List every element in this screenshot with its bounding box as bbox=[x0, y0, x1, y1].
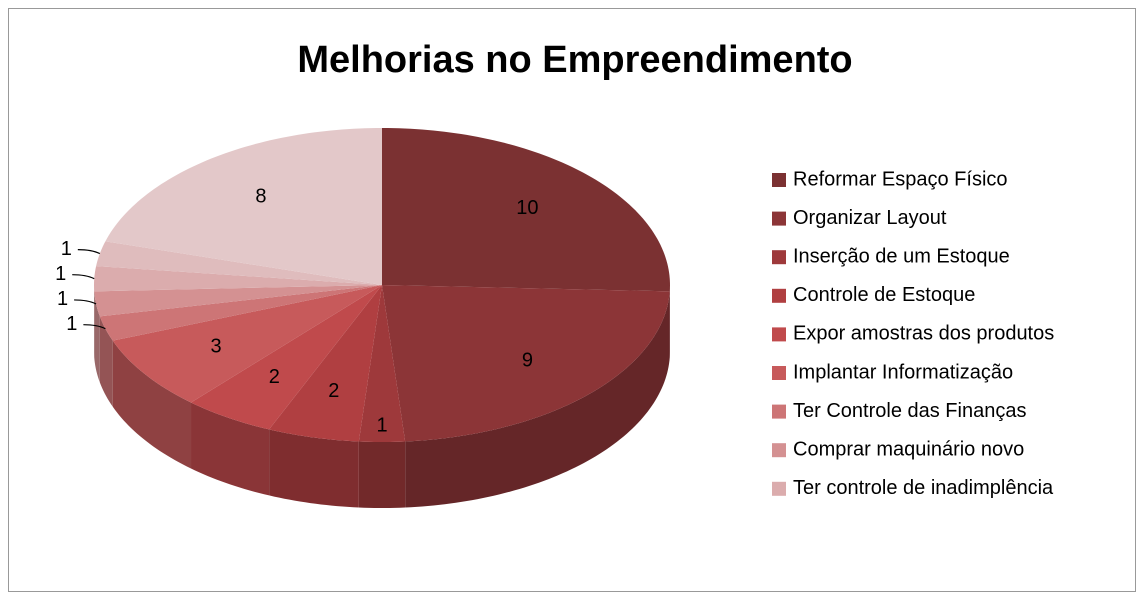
legend-swatch bbox=[772, 443, 786, 457]
data-label: 1 bbox=[61, 238, 72, 260]
legend-label: Reformar Espaço Físico bbox=[793, 168, 1008, 190]
data-label: 9 bbox=[522, 349, 533, 371]
data-label: 1 bbox=[376, 415, 387, 437]
legend-swatch bbox=[772, 250, 786, 264]
legend-swatch bbox=[772, 405, 786, 419]
chart-title: Melhorias no Empreendimento bbox=[297, 39, 852, 81]
data-label: 1 bbox=[55, 263, 66, 285]
legend-swatch bbox=[772, 366, 786, 380]
legend-swatch bbox=[772, 327, 786, 341]
legend-label: Controle de Estoque bbox=[793, 284, 975, 306]
legend-swatch bbox=[772, 212, 786, 226]
data-label: 1 bbox=[57, 288, 68, 310]
legend-label: Organizar Layout bbox=[793, 207, 947, 229]
data-label: 10 bbox=[516, 197, 538, 219]
legend-label: Implantar Informatização bbox=[793, 361, 1013, 383]
data-label: 2 bbox=[269, 366, 280, 388]
legend-swatch bbox=[772, 289, 786, 303]
data-label: 1 bbox=[66, 313, 77, 335]
legend-label: Ter Controle das Finanças bbox=[793, 400, 1026, 422]
legend-label: Comprar maquinário novo bbox=[793, 438, 1024, 460]
legend-swatch bbox=[772, 482, 786, 496]
pie-slice-side bbox=[359, 441, 405, 508]
data-label: 2 bbox=[328, 380, 339, 402]
data-label: 3 bbox=[211, 336, 222, 358]
legend-swatch bbox=[772, 173, 786, 187]
legend-label: Inserção de um Estoque bbox=[793, 245, 1010, 267]
data-label: 8 bbox=[255, 185, 266, 207]
legend-label: Ter controle de inadimplência bbox=[793, 477, 1054, 499]
pie-slice-side bbox=[269, 429, 359, 507]
legend-label: Expor amostras dos produtos bbox=[793, 323, 1054, 345]
